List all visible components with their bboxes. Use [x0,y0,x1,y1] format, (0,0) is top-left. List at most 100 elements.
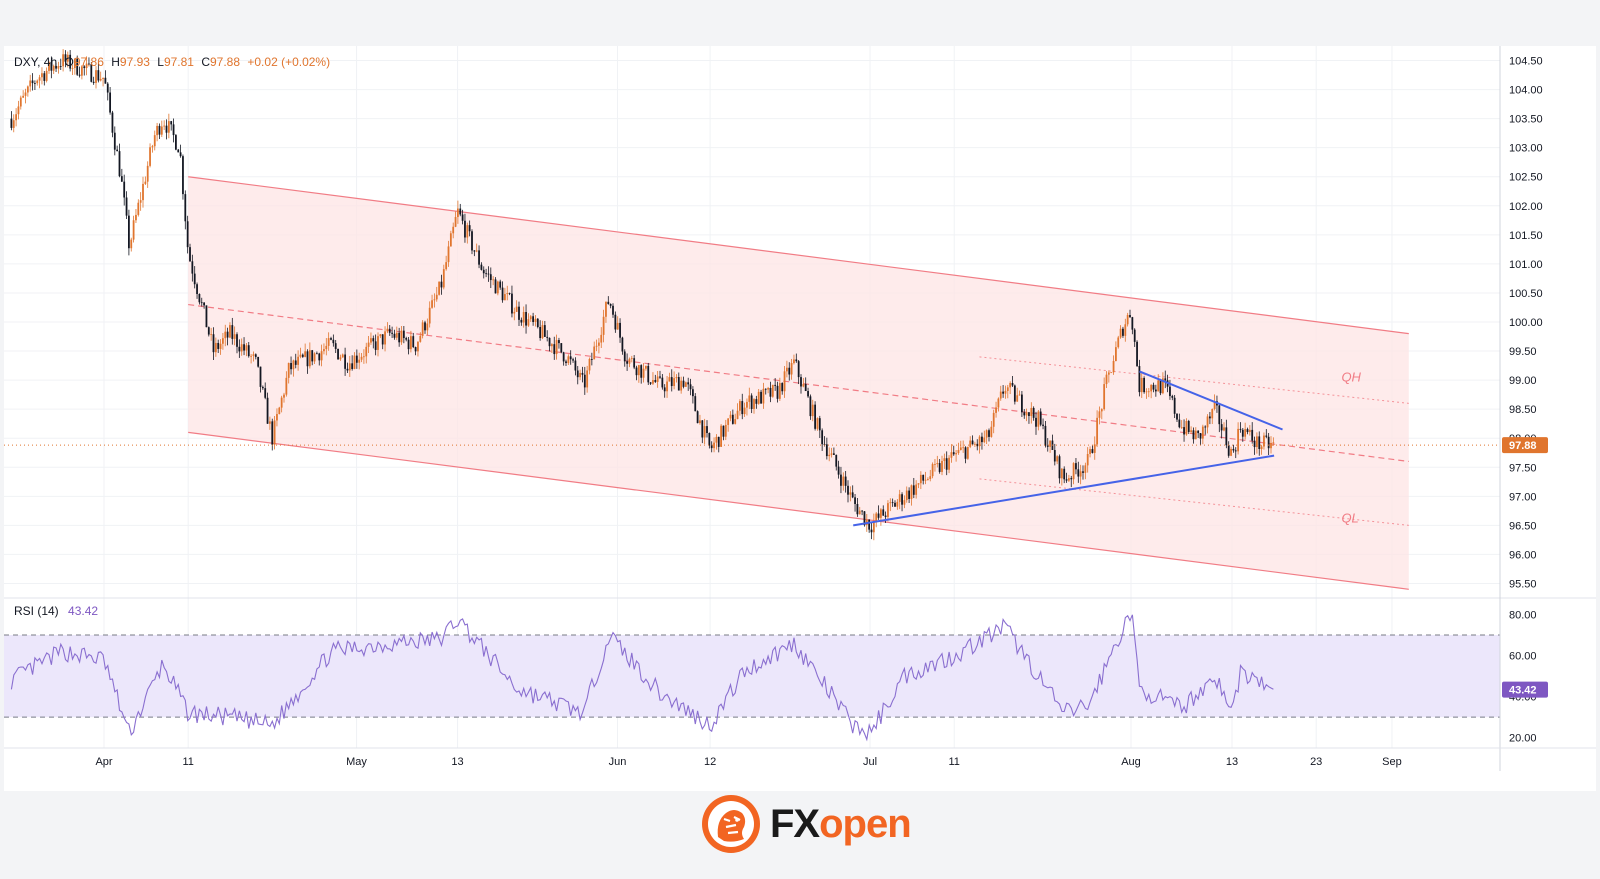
candle [668,372,671,382]
candle [414,346,417,356]
candle [1013,384,1016,405]
candle [1117,335,1120,349]
chart-canvas[interactable]: QH QL 104.50 104.00 103.50 103.00 102.50 102.00… [4,46,1596,791]
candle-body [546,336,549,338]
candle [355,349,358,369]
candle [896,499,899,510]
candle-body [724,424,727,437]
candle-body [299,354,302,357]
candle [797,360,800,385]
candle [1265,429,1268,439]
candle-body [825,444,828,457]
candle [92,76,95,85]
candle [1063,466,1066,484]
candle-body [633,358,636,368]
candle [381,334,384,350]
candle [858,506,861,515]
candle [830,447,833,458]
candle-body [92,81,95,83]
candle-body [1159,380,1162,394]
candle-body [936,463,939,465]
candle [62,49,65,72]
candle-body [682,380,685,387]
candle-body [534,318,537,323]
candle-body [959,447,962,450]
candle-body [938,463,941,472]
candle [649,382,652,385]
candle [412,332,415,349]
candle-body [600,334,603,343]
candle-body [525,311,527,326]
candle [1204,425,1207,435]
candle [569,350,572,365]
candle [645,365,647,371]
candle-body [713,442,715,449]
candle [501,281,504,303]
candle [910,484,913,506]
candle-body [431,300,433,308]
candle [1256,432,1258,454]
candle [687,377,690,391]
candle [485,268,488,278]
candle [778,377,781,401]
price-legend: DXY, 4h O97.86 H97.93 L97.81 C97.88 +0.0… [14,55,330,69]
candle-body [931,464,934,477]
candle [1206,414,1209,434]
candle-body [243,344,245,351]
symbol-label: DXY, 4h [14,55,58,69]
candle-body [1075,463,1077,470]
candle [1270,436,1272,454]
candle-body [391,332,394,334]
candle [292,359,295,377]
candle-body [142,183,144,201]
high-label: H [111,55,120,69]
candle-body [903,500,906,505]
candle [1129,309,1131,318]
rsi-badge-bg [1502,681,1548,698]
candle-body [1023,412,1026,416]
candle-body [97,70,100,81]
candle [774,378,777,391]
candle-body [236,334,238,347]
candle [1263,432,1265,450]
candle-body [414,347,417,352]
candle-body [687,382,690,385]
candle [1159,378,1162,396]
candle [642,363,645,383]
time-tick-label: May [346,756,367,768]
candle-body [821,430,824,445]
candle [856,497,859,517]
candle-body [840,474,842,486]
candle [297,350,300,371]
candle-body [990,426,993,437]
candle-body [250,355,253,357]
candle [847,480,849,503]
candle [132,215,135,243]
candle-body [1140,377,1143,393]
candle [595,339,598,352]
candle-body [654,380,657,382]
candle [619,318,621,343]
candle-body [330,338,332,340]
candle-body [501,287,504,301]
candle [727,418,730,432]
candle [334,340,337,354]
candle [842,472,845,491]
candle [656,370,659,388]
candle-body [334,343,337,349]
candle [391,326,394,338]
candle-body [219,343,222,349]
candle [995,401,997,418]
candle [466,222,469,244]
candle [616,316,619,330]
candle [290,356,292,375]
candle-body [492,279,495,281]
candle [348,355,351,377]
candle [816,417,819,431]
candle [565,359,567,366]
candle-body [962,447,965,449]
candle [997,397,1000,412]
candle [506,285,509,301]
candle-body [1037,411,1040,427]
candle [1192,427,1195,444]
